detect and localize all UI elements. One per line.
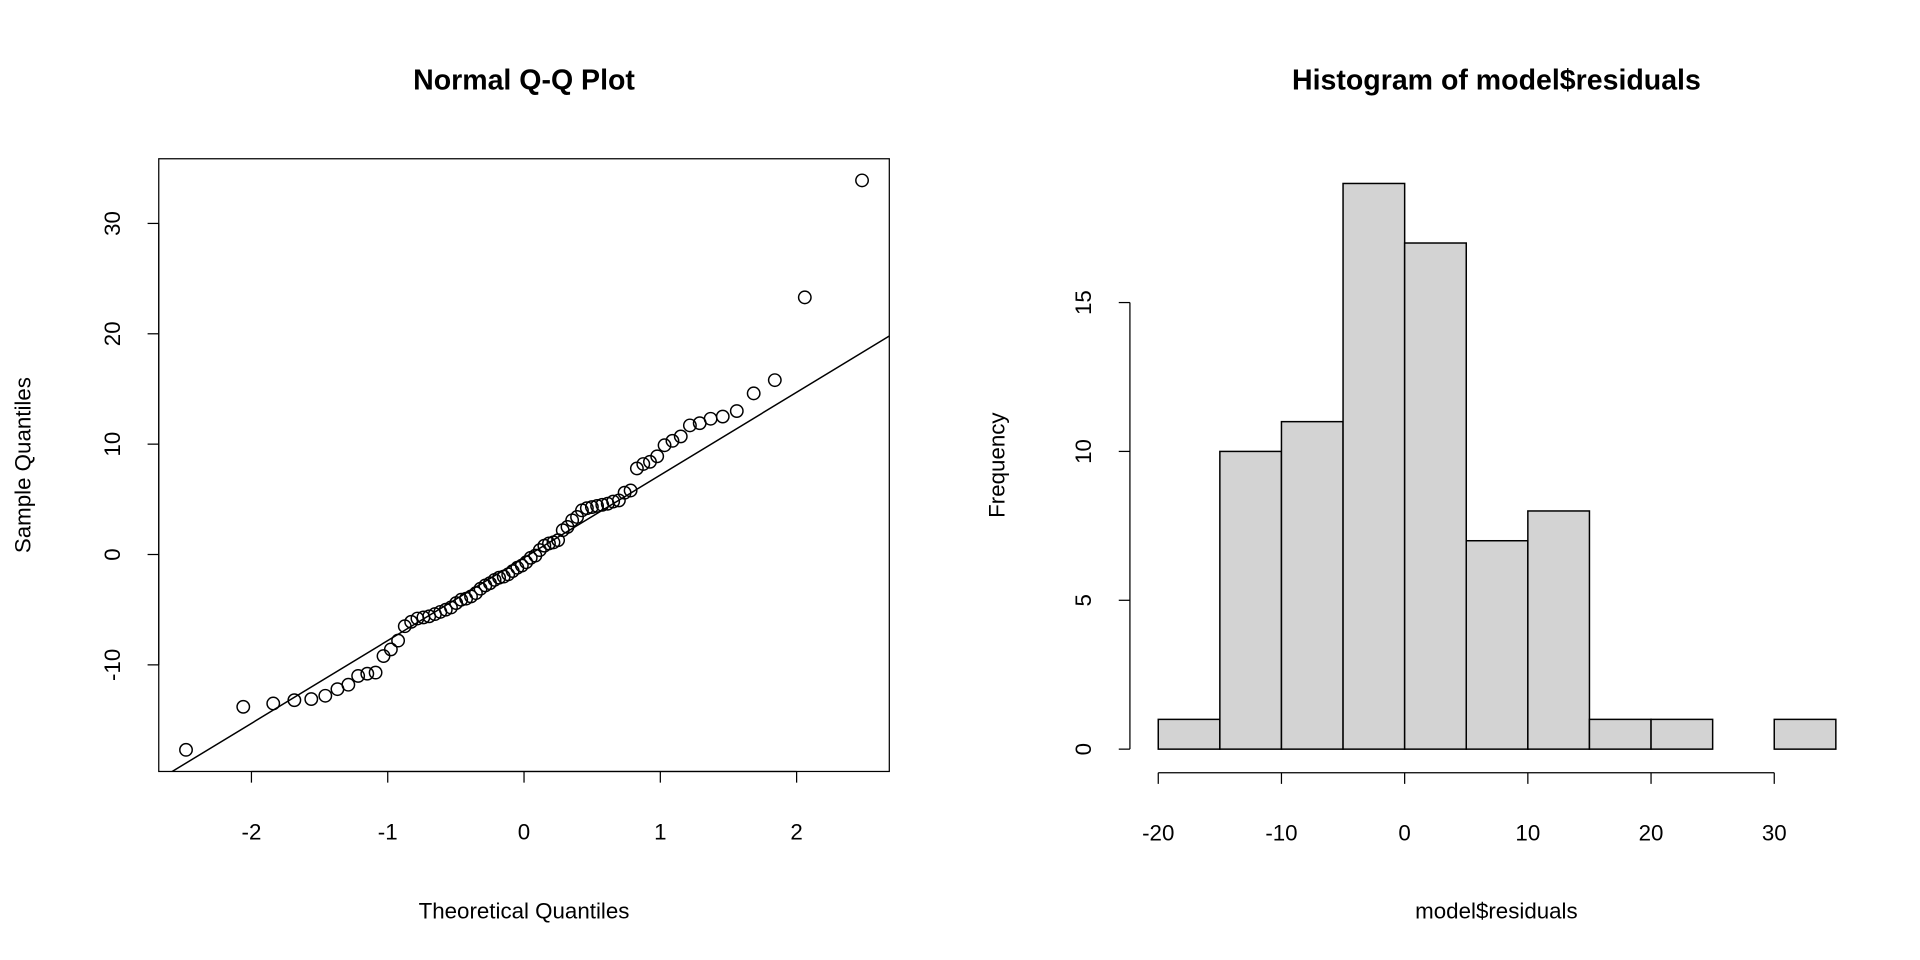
- point: [351, 668, 366, 683]
- y-tick-label: 5: [1071, 594, 1096, 606]
- point: [454, 592, 469, 607]
- point: [391, 633, 406, 648]
- point: [767, 373, 782, 388]
- point: [514, 558, 529, 573]
- point: [179, 742, 193, 757]
- point: [341, 677, 356, 692]
- x-tick-label: 10: [1515, 821, 1540, 846]
- chart-title: Normal Q-Q Plot: [413, 64, 635, 96]
- y-tick-label: 0: [100, 548, 125, 560]
- x-tick-label: 30: [1762, 821, 1787, 846]
- point: [855, 173, 869, 188]
- point: [623, 483, 638, 498]
- point: [682, 418, 697, 433]
- point: [797, 290, 812, 305]
- point: [729, 404, 744, 418]
- y-tick-label: -10: [100, 649, 125, 681]
- x-axis-label: Theoretical Quantiles: [419, 899, 630, 924]
- bar: [1773, 718, 1837, 750]
- point: [636, 457, 651, 471]
- y-tick-label: 20: [100, 321, 125, 346]
- point: [360, 666, 375, 681]
- y-axis-label: Sample Quantiles: [11, 377, 36, 553]
- bar: [1157, 718, 1221, 750]
- point: [368, 665, 383, 680]
- chart-title: Histogram of model$residuals: [1292, 64, 1701, 96]
- plot-box: [158, 158, 890, 773]
- bar: [1588, 718, 1652, 750]
- point: [501, 567, 516, 582]
- point: [606, 494, 621, 509]
- x-tick-label: 2: [790, 819, 802, 844]
- point: [657, 438, 672, 453]
- x-tick-label: -2: [242, 819, 262, 844]
- bar: [1403, 242, 1467, 750]
- point: [584, 500, 599, 514]
- point: [673, 429, 688, 444]
- x-tick-label: 0: [518, 819, 530, 844]
- bar: [1465, 539, 1529, 750]
- x-tick-label: -10: [1265, 821, 1297, 846]
- bar: [1527, 510, 1591, 750]
- point: [715, 409, 730, 424]
- y-tick-label: 10: [1071, 439, 1096, 464]
- y-tick-label: 15: [1071, 290, 1096, 315]
- point: [287, 693, 302, 708]
- point: [468, 586, 483, 601]
- x-tick-label: 0: [1398, 821, 1410, 846]
- point: [376, 649, 391, 663]
- panel: Histogram of model$residuals model$residu…: [984, 64, 1837, 924]
- point: [304, 692, 319, 707]
- y-tick-label: 0: [1071, 743, 1096, 755]
- point: [236, 699, 251, 714]
- bar: [1650, 718, 1714, 750]
- bar: [1219, 450, 1283, 750]
- point: [665, 433, 680, 448]
- x-axis-label: model$residuals: [1415, 899, 1577, 924]
- point: [383, 642, 398, 657]
- point: [590, 499, 605, 513]
- point: [579, 501, 594, 516]
- point: [318, 688, 333, 703]
- bar: [1342, 182, 1406, 750]
- y-tick-label: 10: [100, 432, 125, 457]
- panel: Normal Q-Q Plot Theoretical Quantiles Samp…: [11, 64, 890, 924]
- point: [266, 696, 281, 711]
- y-axis-label: Frequency: [984, 412, 1009, 518]
- point: [650, 449, 665, 464]
- bar: [1280, 420, 1344, 750]
- x-tick-label: 20: [1639, 821, 1664, 846]
- point: [746, 386, 761, 401]
- y-tick-label: 30: [100, 211, 125, 236]
- point: [703, 411, 718, 426]
- point: [532, 543, 547, 558]
- x-tick-label: 1: [654, 819, 666, 844]
- x-tick-label: -1: [378, 819, 398, 844]
- point: [617, 485, 632, 500]
- point: [519, 555, 534, 570]
- x-tick-label: -20: [1142, 821, 1174, 846]
